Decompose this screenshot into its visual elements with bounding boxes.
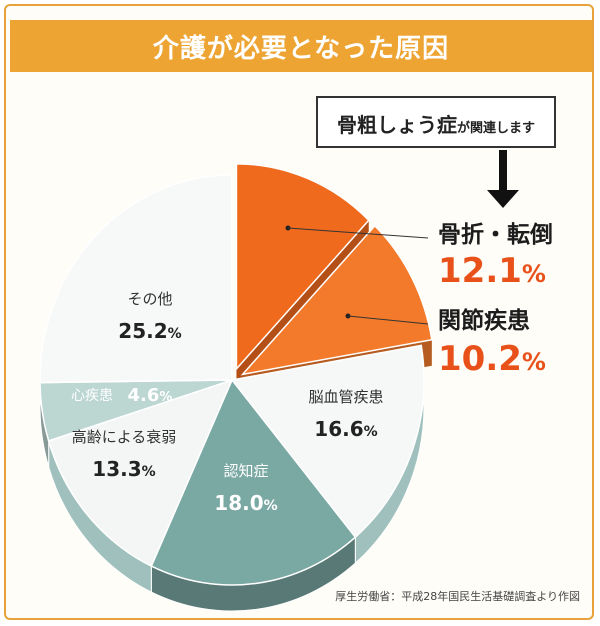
slice-value-3: 18.0% xyxy=(214,491,277,515)
slice-label-4: 高齢による衰弱 xyxy=(72,428,177,446)
leader-line-0 xyxy=(287,227,429,239)
pie-slice-6 xyxy=(39,174,233,384)
slice-value-1: 10.2% xyxy=(438,339,546,379)
pie-labels: 脳血管疾患 16.6% 認知症 18.0% 高齢による衰弱 13.3% その他 25.2% 心疾… xyxy=(71,150,553,515)
pie-slice-1 xyxy=(240,224,433,376)
chart-title: 介護が必要となった原因 xyxy=(152,33,450,64)
slice-label-6: その他 xyxy=(127,290,172,308)
note-main-text: 骨粗しょう症 xyxy=(336,113,457,137)
slice-value-2: 16.6% xyxy=(314,417,377,441)
slice-label-1: 関節疾患 xyxy=(438,307,530,334)
slice-label-2: 脳血管疾患 xyxy=(308,388,383,406)
slice-label-5: 心疾患 xyxy=(71,388,113,404)
leader-line-1 xyxy=(347,315,429,325)
down-arrow-icon xyxy=(487,150,519,208)
title-bar: 介護が必要となった原因 xyxy=(10,20,592,72)
slice-value-6: 25.2% xyxy=(118,319,181,343)
slice-label-3: 認知症 xyxy=(223,462,268,480)
pie-slice-0 xyxy=(235,163,370,371)
slice-value-0: 12.1% xyxy=(438,251,546,291)
slice-value-4: 13.3% xyxy=(92,457,155,481)
note-sub-text: が関連します xyxy=(456,121,535,136)
source-note: 厚生労働省：平成28年国民生活基礎調査より作図 xyxy=(335,590,580,603)
slice-value-5: 4.6% xyxy=(128,385,173,406)
pie-slice-2 xyxy=(230,344,425,539)
pie-top xyxy=(39,163,433,586)
osteoporosis-note: 骨粗しょう症 が関連します xyxy=(316,96,556,148)
slice-label-0: 骨折・転倒 xyxy=(438,221,553,248)
pie-slice-3 xyxy=(150,378,357,586)
pie-slice-4 xyxy=(47,378,234,568)
